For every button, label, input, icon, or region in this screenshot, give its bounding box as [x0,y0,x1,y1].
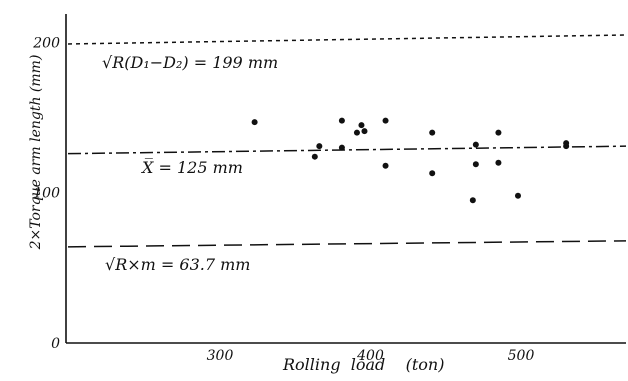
tick-labels: 300 400 500 0 100 200 [32,35,534,364]
y-tick-label: 100 [33,186,60,202]
data-point-2 [311,153,318,160]
reference-line-labels: √R(D₁−D₂) = 199 mm X̅ = 125 mm √R×m = 63.7… [102,53,278,274]
data-point-18 [514,192,521,199]
y-tick-label: 200 [32,35,60,51]
data-point-4 [338,117,345,124]
reference-line-label-3: √R×m = 63.7 mm [105,255,250,274]
data-point-3 [316,143,323,150]
reference-line-label-2: X̅ = 125 mm [140,157,243,177]
data-point-6 [353,129,360,136]
data-point-9 [382,117,389,124]
data-point-10 [382,162,389,169]
data-point-8 [361,128,368,135]
x-axis-label: Rolling load (ton) [282,355,444,374]
reference-line-3 [67,240,627,248]
data-point-15 [472,161,479,168]
data-point-12 [429,170,436,177]
reference-line-2 [67,145,627,155]
data-point-16 [495,129,502,136]
reference-line-1 [67,34,627,45]
data-point-20 [563,140,570,147]
data-point-11 [429,129,436,136]
data-point-14 [472,141,479,148]
reference-line-label-1: √R(D₁−D₂) = 199 mm [102,53,278,72]
data-point-1 [251,119,258,126]
data-point-7 [358,122,365,129]
data-point-13 [469,197,476,204]
data-points [251,117,570,204]
y-axis-label: 2×Torque arm length (mm) [28,55,44,251]
data-point-17 [495,159,502,166]
x-tick-label: 500 [508,348,535,364]
y-tick-label: 0 [51,336,60,352]
x-tick-label: 300 [207,348,234,364]
x-tick-label: 400 [356,348,384,364]
reference-lines [67,34,627,248]
data-point-5 [338,144,345,151]
